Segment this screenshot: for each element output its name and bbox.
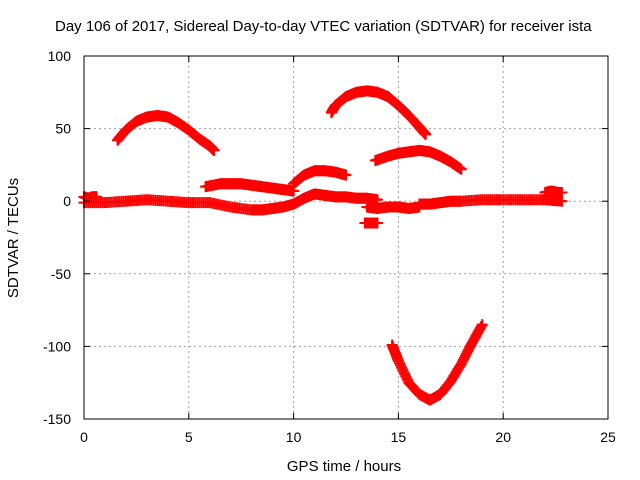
data-point xyxy=(420,128,432,140)
data-point xyxy=(208,144,220,156)
series-arc-2 xyxy=(200,178,300,197)
data-point xyxy=(556,186,568,198)
y-tick-label: -100 xyxy=(43,338,71,354)
data-point xyxy=(455,163,467,175)
chart-title: Day 106 of 2017, Sidereal Day-to-day VTE… xyxy=(55,18,592,35)
y-tick-label: 100 xyxy=(48,48,72,64)
series-arc-low-e xyxy=(413,194,568,210)
series-arc-edge-end xyxy=(539,185,568,198)
x-tick-label: 5 xyxy=(185,429,193,445)
x-tick-label: 25 xyxy=(600,429,616,445)
x-tick-label: 0 xyxy=(80,429,88,445)
data-point xyxy=(371,217,383,229)
y-tick-label: 0 xyxy=(63,193,71,209)
y-tick-label: -50 xyxy=(51,266,71,282)
y-tick-label: -150 xyxy=(43,411,71,427)
data-layer xyxy=(78,85,568,406)
x-tick-label: 15 xyxy=(391,429,407,445)
series-arc-edge-start xyxy=(78,191,103,204)
series-arc-1 xyxy=(112,110,220,156)
x-axis-label: GPS time / hours xyxy=(287,458,401,475)
data-point xyxy=(476,319,488,331)
x-tick-label: 10 xyxy=(286,429,302,445)
plot-frame xyxy=(83,55,609,420)
y-axis-label: SDTVAR / TECUs xyxy=(5,178,22,298)
y-tick-label: 50 xyxy=(55,121,71,137)
data-point xyxy=(475,321,487,333)
series-arc-4 xyxy=(325,85,432,140)
series-arc-low-d xyxy=(361,201,425,214)
data-point xyxy=(91,191,103,203)
series-arc-low-c xyxy=(288,188,383,210)
series-arc-6 xyxy=(386,319,488,406)
axis-layer: 0 5 10 15 20 25 -150 -100 -50 0 50 100 xyxy=(43,48,616,445)
series-arc-3 xyxy=(288,165,352,190)
data-point xyxy=(340,169,352,181)
series-arc-neg-short xyxy=(359,217,383,229)
x-tick-label: 20 xyxy=(495,429,511,445)
series-arc-5 xyxy=(369,144,467,175)
